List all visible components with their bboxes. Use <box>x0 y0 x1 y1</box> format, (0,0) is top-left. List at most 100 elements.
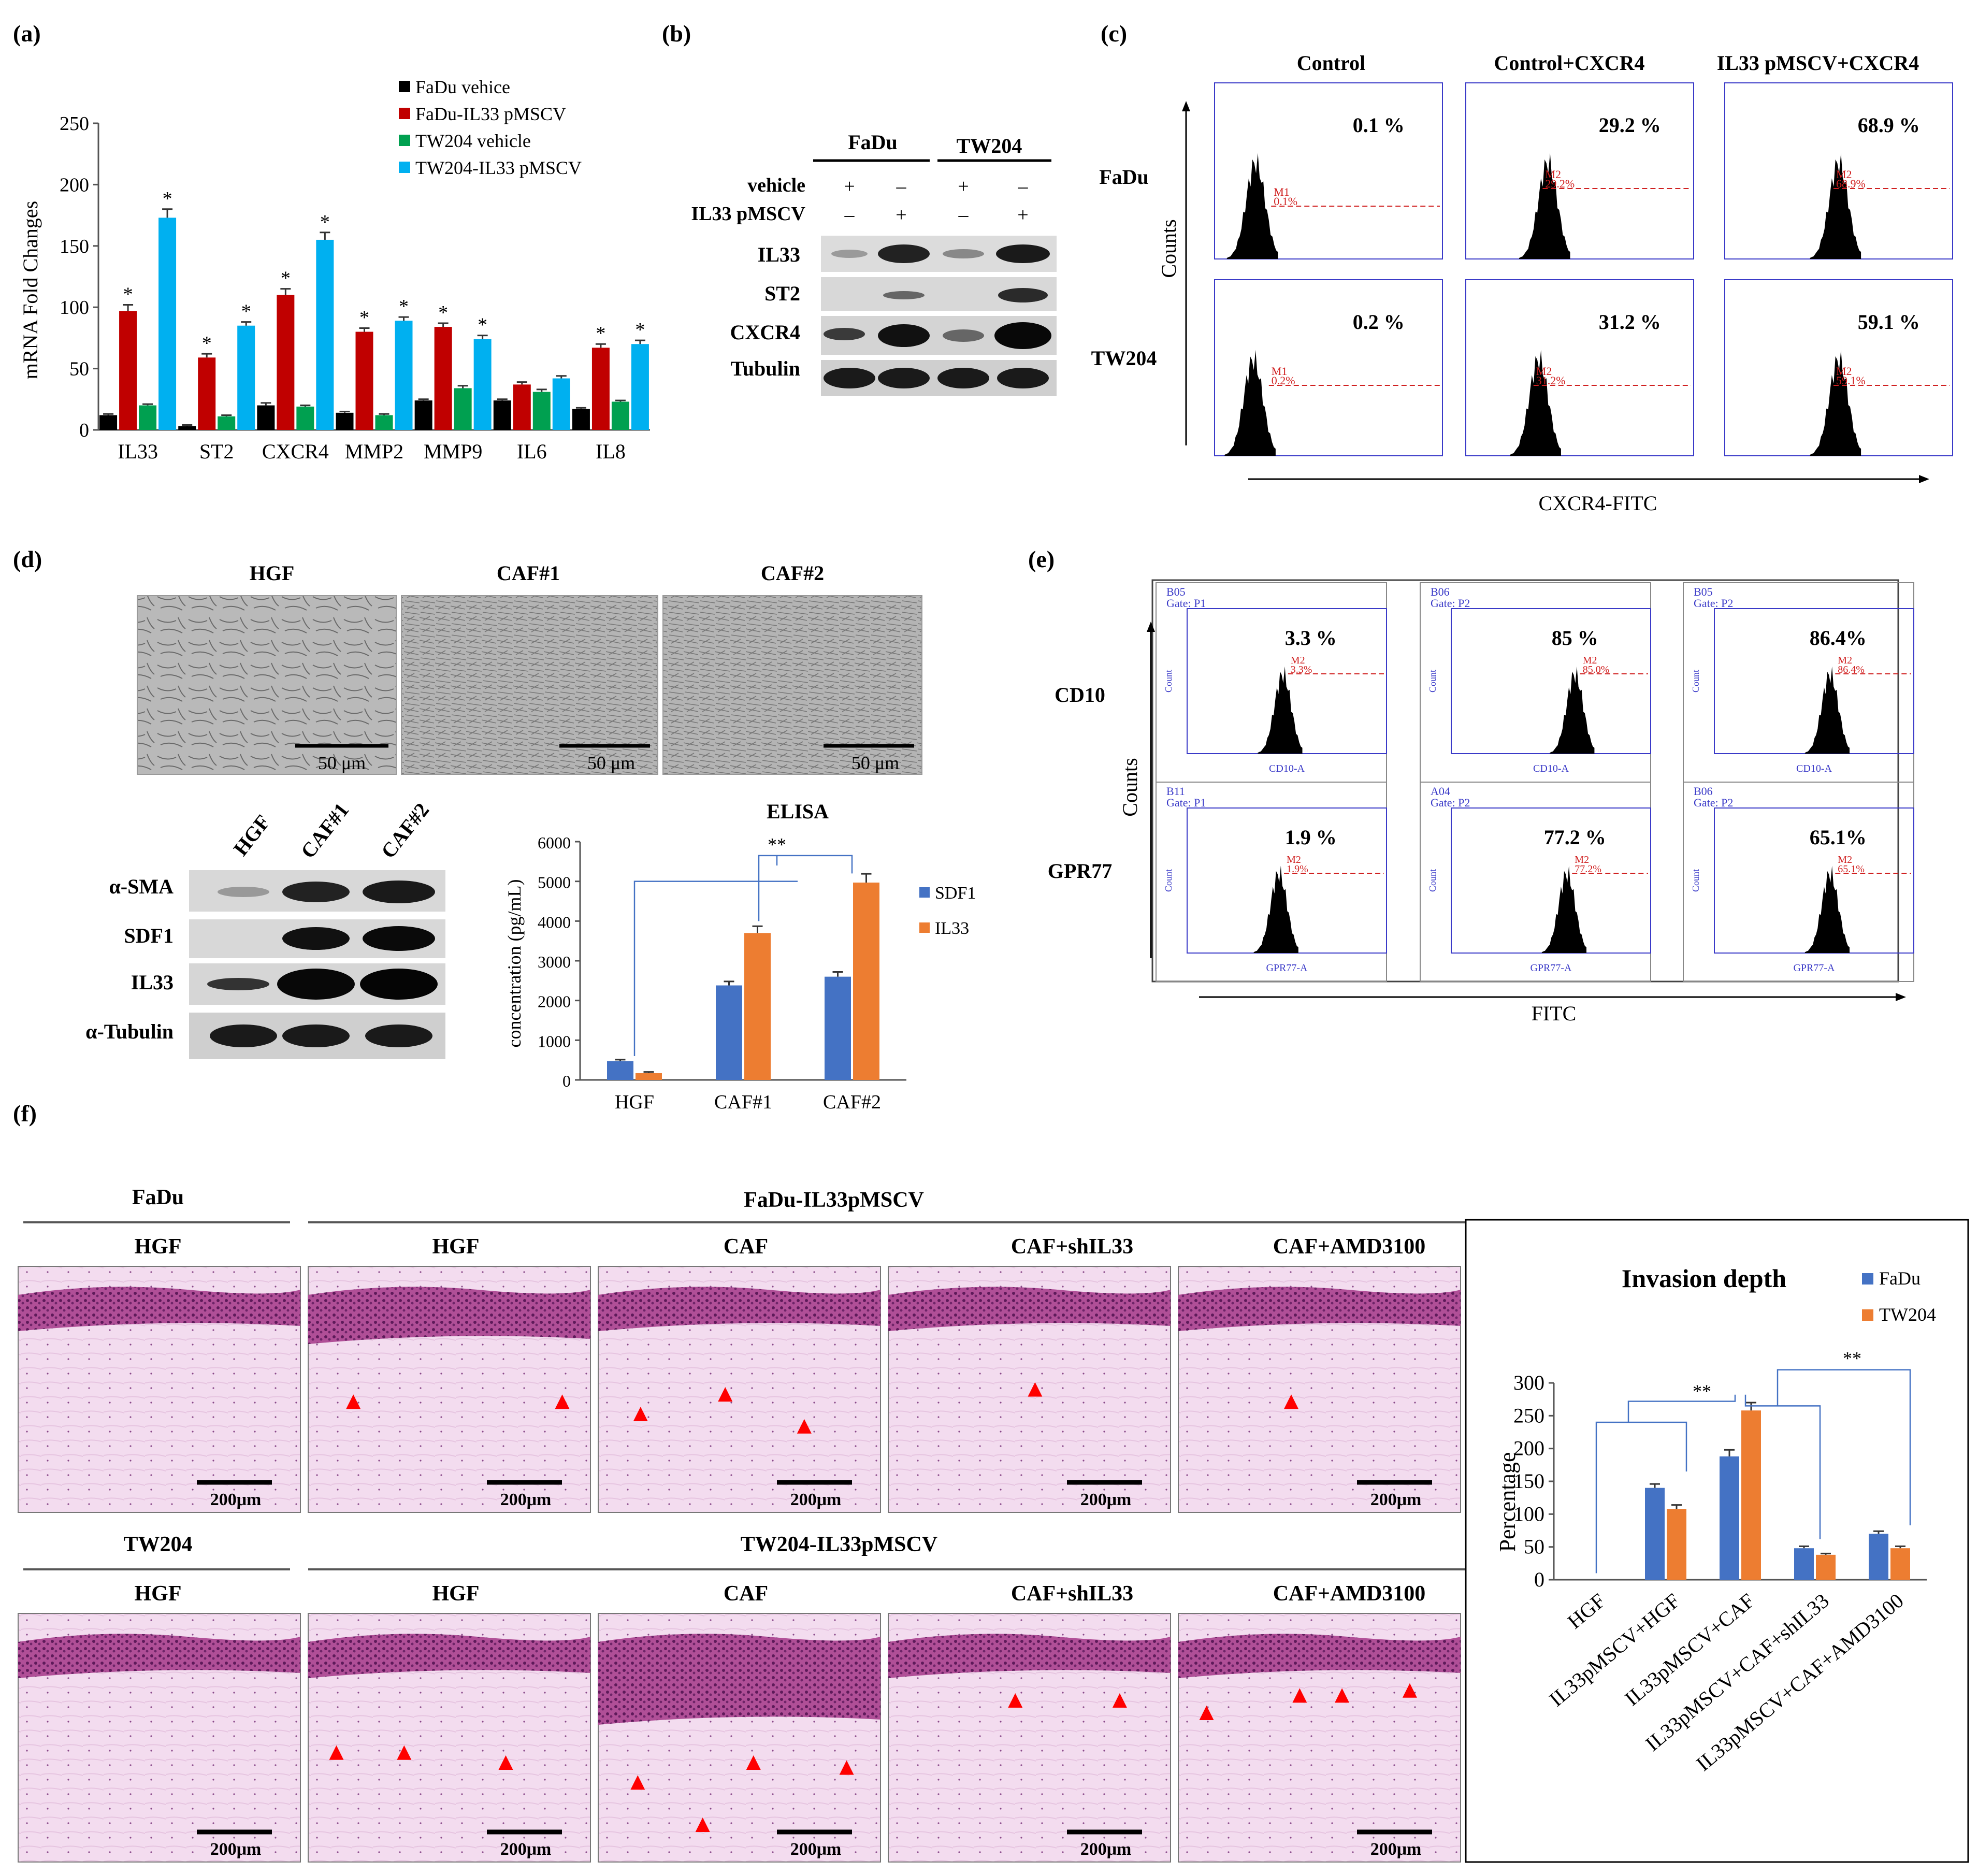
panel-e-row: CD10 <box>1055 683 1105 706</box>
bar <box>552 378 570 430</box>
panel-e-ylabel: Counts <box>1118 758 1142 816</box>
scale-label: 50 μm <box>318 753 366 773</box>
histology-condition: CAF <box>724 1582 768 1606</box>
panel-c-col: IL33 pMSCV+CXCR4 <box>1717 51 1919 75</box>
scale-label: 200μm <box>790 1490 842 1509</box>
bar <box>119 311 137 430</box>
legend-swatch <box>1862 1309 1873 1321</box>
invasion-arrow <box>1008 1693 1023 1708</box>
y-tick-label: 0 <box>1534 1568 1544 1591</box>
scale-label: 200μm <box>500 1490 552 1509</box>
y-tick-label: 0 <box>562 1072 571 1090</box>
y-tick-label: 50 <box>1524 1535 1544 1558</box>
flow-percent: 1.9 % <box>1285 826 1337 849</box>
epithelium-layer <box>18 1287 300 1331</box>
y-tick-label: 6000 <box>538 833 571 852</box>
bar <box>395 321 413 430</box>
bar <box>454 388 472 430</box>
scale-label: 50 μm <box>587 753 635 773</box>
x-tick-label: MMP9 <box>424 440 482 463</box>
flow-percent: 68.9 % <box>1858 113 1920 137</box>
bar <box>1667 1509 1686 1580</box>
flow-gate-name: Gate: P2 <box>1431 597 1470 610</box>
y-tick-label: 100 <box>1513 1502 1544 1525</box>
panel-e-xlabel: FITC <box>1532 1002 1577 1025</box>
histogram <box>1550 666 1595 754</box>
legend-label: SDF1 <box>935 884 976 903</box>
panel-d-lane: CAF#2 <box>377 799 434 863</box>
significance-bracket <box>1777 1369 1911 1525</box>
panel-b-blot-label: ST2 <box>764 282 800 305</box>
epithelium-layer <box>1178 1287 1461 1331</box>
y-tick-label: 0 <box>79 420 89 441</box>
panel-b-mark: + <box>958 176 969 197</box>
bar <box>139 405 157 430</box>
x-tick-label: HGF <box>615 1091 654 1113</box>
flow-axis-label: GPR77-A <box>1793 962 1835 974</box>
panel-b-blot-label: IL33 <box>758 243 800 266</box>
flow-plot-frame <box>1214 279 1443 456</box>
scale-label: 200μm <box>1080 1490 1132 1509</box>
panel-b-group-fadu: FaDu <box>848 131 898 154</box>
panel-b-mark: – <box>958 204 969 226</box>
flow-gate-name: Gate: P2 <box>1431 796 1470 809</box>
bar <box>532 392 551 430</box>
panel-c-row: FaDu <box>1099 165 1149 189</box>
significance-label: ** <box>1693 1381 1711 1402</box>
chart-f-title: Invasion depth <box>1622 1264 1786 1293</box>
bar <box>572 409 590 430</box>
flow-gate-pct: 86.4% <box>1838 664 1865 675</box>
panel-f-group: FaDu-IL33pMSCV <box>744 1188 924 1212</box>
panel-b-blot-label: CXCR4 <box>730 321 800 344</box>
flow-gate-label: M1 <box>1272 365 1288 378</box>
y-tick-label: 200 <box>1513 1437 1544 1460</box>
chart-a-legend: FaDu vehice FaDu-IL33 pMSCV TW204 vehicle T… <box>399 77 582 178</box>
flow-gate-pct: 85.0% <box>1583 664 1610 675</box>
bar <box>1816 1554 1836 1580</box>
y-tick-label: 250 <box>1513 1404 1544 1427</box>
flow-percent: 29.2 % <box>1599 113 1661 137</box>
flow-well: B11 <box>1166 785 1185 798</box>
panel-e-row: GPR77 <box>1048 859 1112 883</box>
significance-bracket <box>758 855 853 921</box>
legend-swatch <box>399 81 410 92</box>
bar <box>825 976 851 1080</box>
panel-c-col: Control <box>1297 51 1366 75</box>
bar <box>473 339 492 430</box>
scale-label: 200μm <box>210 1840 262 1859</box>
histogram <box>1253 865 1298 953</box>
significance-star: * <box>320 211 330 233</box>
flow-well: B06 <box>1431 585 1450 598</box>
legend-label: FaDu vehice <box>415 77 510 97</box>
panel-c-col: Control+CXCR4 <box>1494 51 1645 75</box>
histogram <box>1804 865 1850 953</box>
significance-star: * <box>202 333 212 354</box>
flow-gate-name: Gate: P2 <box>1694 796 1733 809</box>
panel-b-mark: – <box>1018 176 1029 197</box>
legend-label: IL33 <box>935 919 969 938</box>
chart-d-title: ELISA <box>767 800 829 823</box>
y-tick-label: 150 <box>60 236 89 257</box>
bar <box>631 344 649 430</box>
flow-gate-pct: 68.9% <box>1836 177 1866 190</box>
legend-label: FaDu <box>1879 1268 1921 1289</box>
panel-b-group-tw204: TW204 <box>957 134 1022 157</box>
panel-b-mark: – <box>844 204 855 226</box>
legend-swatch <box>1862 1273 1873 1285</box>
invasion-arrow <box>630 1775 645 1790</box>
significance-star: * <box>241 301 251 323</box>
epithelium-layer <box>1178 1634 1461 1678</box>
histogram <box>1226 153 1278 259</box>
chart-f-ylabel: Percentage <box>1495 1452 1520 1552</box>
bar <box>1794 1548 1814 1580</box>
y-tick-label: 250 <box>60 113 89 135</box>
histogram <box>1541 865 1587 953</box>
legend-swatch <box>399 135 410 146</box>
flow-well: B05 <box>1166 585 1186 598</box>
significance-star: * <box>359 307 369 328</box>
x-tick-label: IL33pMSCV+CAF <box>1620 1589 1759 1710</box>
bar <box>493 400 511 430</box>
flow-gate-pct: 1.9% <box>1287 863 1308 875</box>
bar <box>178 426 196 430</box>
